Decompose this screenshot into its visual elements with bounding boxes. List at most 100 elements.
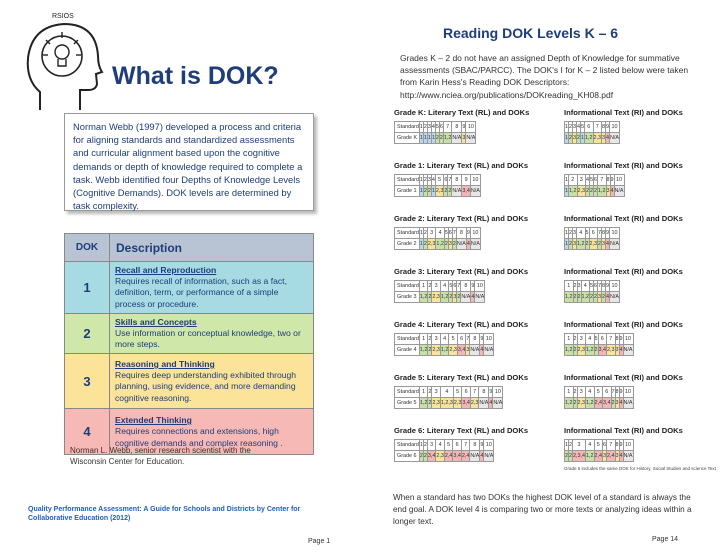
dok-value-cell: 1,2 — [439, 344, 450, 356]
grade-label: Grade 2 — [394, 238, 420, 250]
dok-value-cell: 2,3,4 — [572, 450, 586, 462]
dok-value-cell: 2,3 — [426, 238, 437, 250]
dok-value-cell: 2,3 — [469, 397, 480, 409]
quality-reference: Quality Performance Assessment: A Guide … — [28, 506, 301, 522]
dok-value-cell: 2,3 — [588, 238, 598, 250]
standard-number: 10 — [622, 333, 634, 345]
dok-value-cell: 2,4 — [443, 450, 454, 462]
standard-number: 10 — [483, 333, 495, 345]
dok-level-name: Reasoning and Thinking — [115, 359, 215, 370]
standard-number: 8 — [460, 280, 472, 292]
standard-number: 1 — [418, 386, 429, 398]
dok-value-cell: 1,2 — [568, 185, 578, 197]
page-number-right: Page 14 — [652, 536, 679, 543]
dok-value-cell: 1,2 — [564, 397, 574, 409]
dok-value-cell: 1,2 — [584, 132, 594, 144]
dok-value-cell: 1,2 — [564, 291, 574, 303]
page-number-left: Page 1 — [308, 538, 331, 545]
standard-label: Standard — [394, 227, 420, 239]
informational-text-heading: Informational Text (RI) and DOKs — [564, 214, 683, 223]
dok-value-cell: 1,2 — [585, 344, 595, 356]
standard-label: Standard — [394, 174, 420, 186]
dok-value-cell: 2 — [438, 132, 444, 144]
dok-value-cell: 1,2 — [580, 291, 590, 303]
literary-text-heading: Grade 6: Literary Text (RL) and DOKs — [394, 426, 529, 435]
informational-text-heading: Informational Text (RI) and DOKs — [564, 426, 683, 435]
standard-number: 9 — [461, 174, 471, 186]
dok-value-cell: 2,3 — [576, 185, 586, 197]
literary-text-heading: Grade 1: Literary Text (RL) and DOKs — [394, 161, 529, 170]
standard-number: 8 — [469, 439, 481, 451]
dok-value-cell: 1,2 — [418, 344, 429, 356]
standard-number: 3 — [576, 174, 586, 186]
standard-label: Standard — [394, 121, 420, 133]
dok-value-cell: 1,2 — [585, 397, 595, 409]
standard-number: 4 — [585, 386, 595, 398]
dok-value-cell: 2,4 — [606, 450, 616, 462]
standard-number: 10 — [483, 439, 495, 451]
standard-number: 2 — [568, 174, 578, 186]
info-dok-grid: 1 2 3 4 5 6 7 8 9 10 1 2 3 2 1 1,2 2,3 3 4 N/A — [564, 121, 620, 144]
standard-number: 4 — [585, 333, 595, 345]
literary-text-heading: Grade 4: Literary Text (RL) and DOKs — [394, 320, 529, 329]
dok-value-cell: 2 — [584, 238, 590, 250]
description-column-header: Description — [109, 233, 314, 262]
dok-value-cell: N/A — [609, 291, 620, 303]
dok-value-cell: 3,4 — [602, 397, 612, 409]
dok-value-cell: 1,2 — [564, 344, 574, 356]
dok-value-cell: N/A — [622, 344, 634, 356]
dok-value-cell: 2,3 — [452, 397, 463, 409]
standard-number: 10 — [609, 227, 620, 239]
dok-value-cell: 1,2 — [418, 397, 429, 409]
standard-number: 4 — [435, 439, 445, 451]
dok-value-cell: 2 — [427, 291, 433, 303]
dok-level-text: Requires recall of information, such as … — [115, 276, 287, 309]
dok-value-cell: N/A — [469, 450, 481, 462]
standard-number: 3 — [431, 386, 441, 398]
dok-value-cell: 2,3 — [606, 344, 616, 356]
dok-level: 3 — [64, 353, 110, 410]
standard-number: 10 — [613, 174, 625, 186]
dok-row: 1 Recall and Reproduction Requires recall … — [64, 261, 314, 314]
dok-level-text: Requires connections and extensions, hig… — [115, 426, 283, 448]
dok-row: 2 Skills and Concepts Use information or c… — [64, 312, 314, 355]
standard-number: 7 — [469, 386, 480, 398]
standard-number: 7 — [606, 333, 616, 345]
dok-value-cell: N/A — [460, 291, 472, 303]
dok-value-cell: 2 — [422, 450, 428, 462]
dok-level-name: Skills and Concepts — [115, 316, 197, 327]
standard-number: 1 — [564, 386, 574, 398]
standard-number: 1 — [564, 333, 574, 345]
dok-value-cell: 1,2 — [435, 238, 445, 250]
standard-number: 10 — [465, 121, 477, 133]
info-dok-grid: 1 2 3 4 5 6 7 8 9 10 1,2 2 2 1,2 2 2 3 2 4 N/A — [564, 280, 620, 303]
standard-number: 8 — [455, 227, 467, 239]
standard-number: 10 — [469, 227, 481, 239]
dok-value-cell: N/A — [492, 397, 504, 409]
standard-number: 5 — [434, 174, 445, 186]
standard-number: 1 — [418, 333, 429, 345]
dok-value-cell: 1 — [564, 185, 569, 197]
dok-value-cell: N/A — [451, 132, 463, 144]
standard-number: 6 — [588, 227, 598, 239]
webb-credit: Norman L. Webb, senior research scientis… — [70, 446, 251, 466]
grade6-note: Grade 6 includes the same DOK for Histor… — [564, 466, 716, 471]
standard-label: Standard — [394, 386, 420, 398]
info-dok-grid: 1 2 3 4 5 6 7 8 9 10 1 1,2 2,3 2 2 2 1,2 3 4 N/A — [564, 174, 625, 197]
dok-value-cell: 2 — [593, 185, 598, 197]
grade-label: Grade K — [394, 132, 420, 144]
dok-level-name: Recall and Reproduction — [115, 265, 217, 275]
standard-number: 5 — [448, 333, 458, 345]
grade-label: Grade 5 — [394, 397, 420, 409]
dok-value-cell: N/A — [469, 238, 481, 250]
dok-value-cell: 2 — [427, 344, 433, 356]
standard-number: 5 — [593, 439, 603, 451]
info-dok-grid: 1 2 3 4 5 6 7 8 9 10 2 2 2,3,4 1,2 2,4 3 2,4 3 4 N/A — [564, 439, 634, 462]
dok-value-cell: 2,3 — [431, 397, 441, 409]
dok-value-cell: N/A — [469, 344, 481, 356]
dok-value-cell: 2 — [427, 397, 433, 409]
grade-label: Grade 3 — [394, 291, 420, 303]
dok-value-cell: 2 — [422, 238, 428, 250]
dok-value-cell: N/A — [622, 450, 634, 462]
info-dok-grid: 1 2 3 4 5 6 7 8 9 10 1,2 2 2,3 1,2 2,4 3,4 2 3 4 N/A — [564, 386, 634, 409]
